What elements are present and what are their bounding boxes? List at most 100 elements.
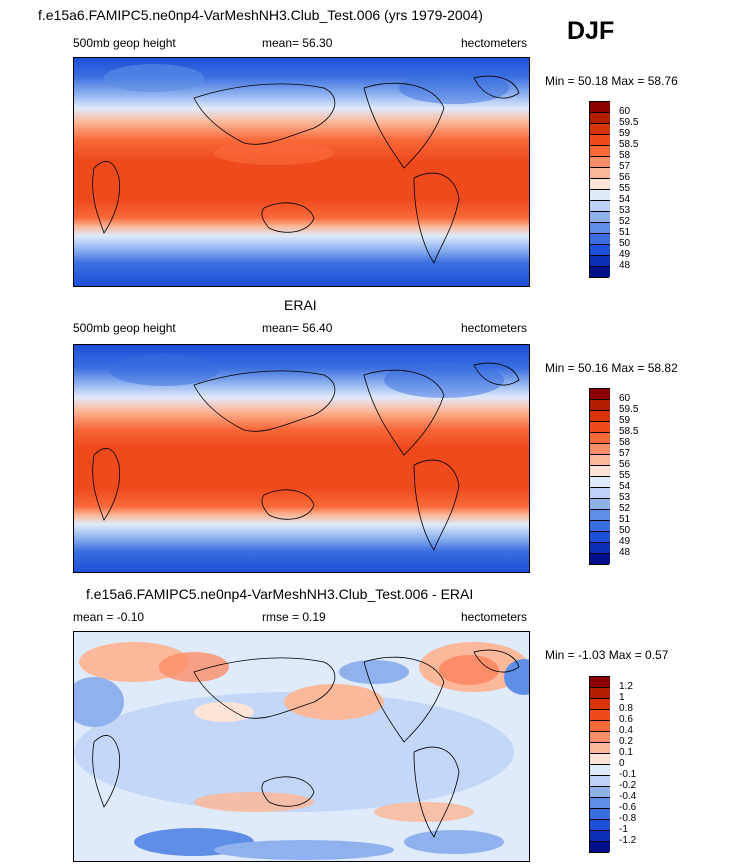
colorbar-tick-label: 0.2 (619, 736, 633, 747)
panel2-map (73, 344, 530, 573)
colorbar-tick-label: -0.2 (619, 780, 637, 791)
colorbar-tick-label: 1.2 (619, 681, 633, 692)
panel3-rmse-label: rmse = 0.19 (262, 610, 326, 624)
colorbar-tick-label: 54 (619, 481, 631, 492)
colorbar-swatch (590, 687, 610, 698)
colorbar-tick-label: 48 (619, 260, 631, 271)
colorbar-tick-label: 0.8 (619, 703, 633, 714)
colorbar-swatch (590, 498, 610, 509)
panel3-heatmap (74, 632, 529, 861)
colorbar-tick-label: 52 (619, 503, 631, 514)
panel3-title: f.e15a6.FAMIPC5.ne0np4-VarMeshNH3.Club_T… (86, 586, 474, 602)
panel1-mean-label: mean= 56.30 (262, 36, 333, 50)
colorbar-swatch (590, 542, 610, 553)
colorbar-swatch (590, 255, 610, 266)
cbar3-swatches (589, 676, 610, 853)
colorbar-swatch (590, 476, 610, 487)
colorbar-tick-label: 53 (619, 492, 631, 503)
colorbar-swatch (590, 531, 610, 542)
colorbar-tick-label: 60 (619, 106, 631, 117)
panel3-minmax-label: Min = -1.03 Max = 0.57 (545, 648, 669, 662)
colorbar-swatch (590, 266, 610, 277)
colorbar-tick-label: 49 (619, 249, 631, 260)
panel3-units-label: hectometers (461, 610, 528, 624)
colorbar-tick-label: 59.5 (619, 117, 639, 128)
colorbar-swatch (590, 123, 610, 134)
panel2-variable-label: 500mb geop height (73, 321, 176, 335)
colorbar-swatch (590, 454, 610, 465)
panel1-colorbar (589, 101, 610, 278)
colorbar-tick-label: 58 (619, 437, 631, 448)
panel1-variable-label: 500mb geop height (73, 36, 176, 50)
cbar2-swatches (589, 388, 610, 565)
colorbar-swatch (590, 156, 610, 167)
panel2-title: ERAI (284, 297, 317, 313)
colorbar-tick-label: 49 (619, 536, 631, 547)
colorbar-tick-label: -0.1 (619, 769, 637, 780)
colorbar-swatch (590, 808, 610, 819)
colorbar-tick-label: -0.6 (619, 802, 637, 813)
panel3-colorbar (589, 676, 610, 853)
colorbar-tick-label: 58 (619, 150, 631, 161)
colorbar-tick-label: 52 (619, 216, 631, 227)
colorbar-swatch (590, 465, 610, 476)
cbar1-swatches (589, 101, 610, 278)
colorbar-swatch (590, 509, 610, 520)
colorbar-swatch (590, 720, 610, 731)
colorbar-swatch (590, 698, 610, 709)
colorbar-swatch (590, 487, 610, 498)
colorbar-tick-label: 50 (619, 238, 631, 249)
panel3-mean-label: mean = -0.10 (73, 610, 145, 624)
figure-title: f.e15a6.FAMIPC5.ne0np4-VarMeshNH3.Club_T… (38, 7, 483, 23)
colorbar-tick-label: 0.1 (619, 747, 633, 758)
colorbar-swatch (590, 841, 610, 852)
colorbar-swatch (590, 676, 610, 687)
colorbar-swatch (590, 211, 610, 222)
colorbar-swatch (590, 520, 610, 531)
panel2-heatmap (74, 345, 529, 572)
colorbar-swatch (590, 134, 610, 145)
colorbar-tick-label: 55 (619, 470, 631, 481)
colorbar-swatch (590, 742, 610, 753)
colorbar-tick-label: 57 (619, 161, 631, 172)
panel2-minmax-label: Min = 50.16 Max = 58.82 (545, 361, 678, 375)
colorbar-swatch (590, 222, 610, 233)
colorbar-swatch (590, 786, 610, 797)
colorbar-swatch (590, 200, 610, 211)
panel3-map (73, 631, 530, 862)
colorbar-swatch (590, 233, 610, 244)
colorbar-swatch (590, 753, 610, 764)
colorbar-swatch (590, 244, 610, 255)
colorbar-tick-label: 59 (619, 415, 631, 426)
colorbar-tick-label: -1 (619, 824, 628, 835)
colorbar-tick-label: 0 (619, 758, 625, 769)
colorbar-tick-label: 1 (619, 692, 625, 703)
colorbar-swatch (590, 189, 610, 200)
colorbar-tick-label: 54 (619, 194, 631, 205)
colorbar-tick-label: 57 (619, 448, 631, 459)
colorbar-swatch (590, 830, 610, 841)
season-label: DJF (567, 17, 615, 45)
colorbar-swatch (590, 797, 610, 808)
colorbar-swatch (590, 421, 610, 432)
colorbar-tick-label: 51 (619, 514, 631, 525)
panel2-colorbar (589, 388, 610, 565)
colorbar-swatch (590, 709, 610, 720)
colorbar-tick-label: 48 (619, 547, 631, 558)
panel1-minmax-label: Min = 50.18 Max = 58.76 (545, 74, 678, 88)
colorbar-tick-label: 0.6 (619, 714, 633, 725)
colorbar-tick-label: 51 (619, 227, 631, 238)
colorbar-tick-label: 59.5 (619, 404, 639, 415)
colorbar-tick-label: 55 (619, 183, 631, 194)
colorbar-swatch (590, 775, 610, 786)
panel1-map (73, 57, 530, 287)
colorbar-tick-label: 50 (619, 525, 631, 536)
panel2-units-label: hectometers (461, 321, 528, 335)
colorbar-tick-label: -0.4 (619, 791, 637, 802)
colorbar-swatch (590, 112, 610, 123)
colorbar-tick-label: -1.2 (619, 835, 637, 846)
panel1-heatmap (74, 58, 529, 286)
colorbar-swatch (590, 819, 610, 830)
colorbar-tick-label: 0.4 (619, 725, 633, 736)
colorbar-swatch (590, 101, 610, 112)
